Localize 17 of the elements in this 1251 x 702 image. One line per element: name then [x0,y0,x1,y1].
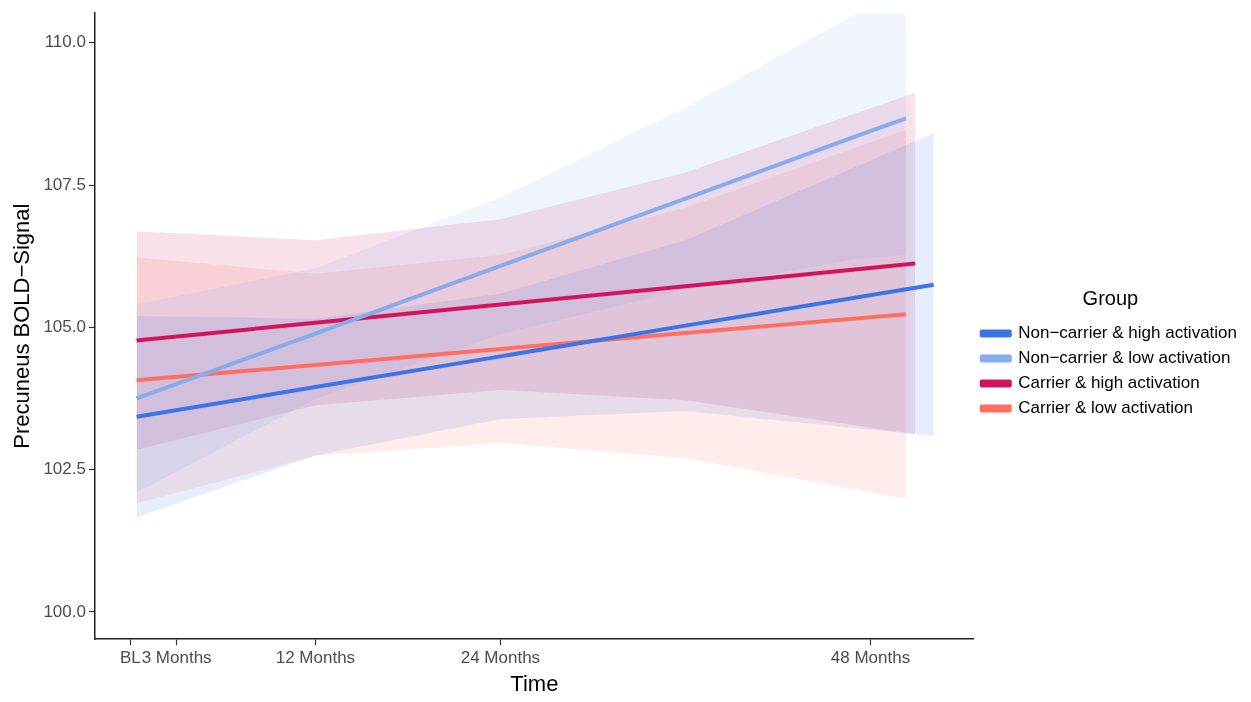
x-axis-title: Time [510,670,559,696]
legend-label: Carrier & low activation [1018,398,1194,418]
legend-label: Carrier & high activation [1018,373,1200,393]
y-tick-label: 105.0 [43,317,86,337]
x-tick-label: 12 Months [275,648,356,668]
y-tick-label: 107.5 [43,174,86,194]
legend-label: Non−carrier & low activation [1018,348,1231,368]
x-tick-label: BL [120,648,141,668]
x-tick-label: 48 Months [830,648,911,668]
x-tick-label: 24 Months [460,648,541,668]
y-tick-label: 110.0 [44,32,86,52]
legend-title: Group [1082,286,1139,309]
y-axis-title: Precuneus BOLD−Signal [9,203,35,449]
x-tick-label: 3 Months [141,648,212,668]
y-tick-label: 102.5 [43,459,86,479]
y-tick-label: 100.0 [43,601,86,621]
legend-label: Non−carrier & high activation [1018,323,1238,343]
